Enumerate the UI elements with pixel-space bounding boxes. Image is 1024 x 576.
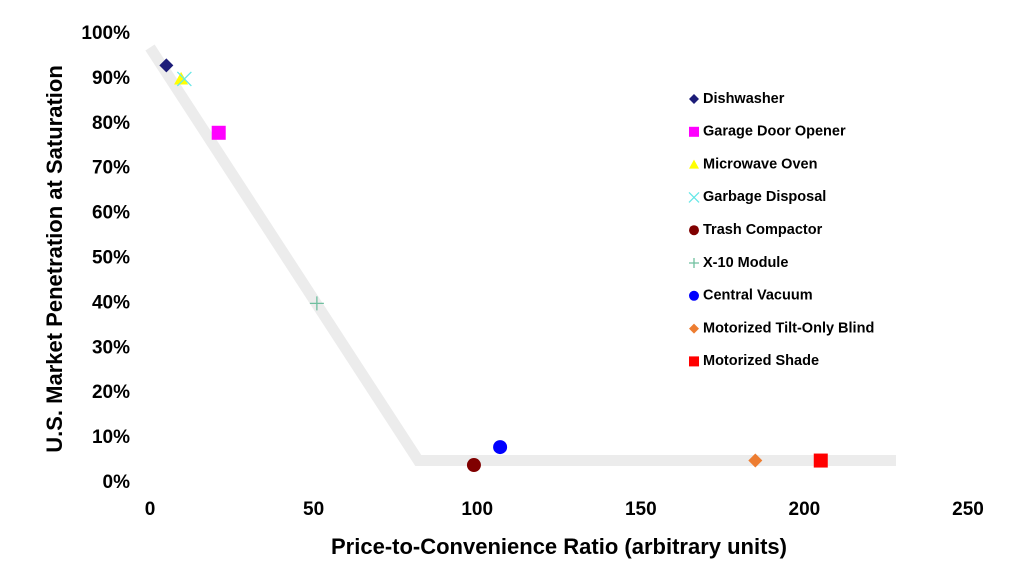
y-tick-label: 70% <box>92 158 130 179</box>
marker <box>748 453 763 468</box>
legend-label: Motorized Tilt-Only Blind <box>703 320 874 336</box>
legend-marker <box>689 258 699 268</box>
legend-marker <box>689 94 699 104</box>
legend-label: X-10 Module <box>703 255 788 271</box>
y-tick-label: 40% <box>92 292 130 313</box>
y-axis-title: U.S. Market Penetration at Saturation <box>42 65 67 453</box>
x-tick-label: 100 <box>461 499 493 520</box>
x-tick-label: 150 <box>625 499 657 520</box>
marker <box>176 71 192 87</box>
legend-label: Dishwasher <box>703 91 785 107</box>
y-tick-label: 0% <box>103 472 131 493</box>
y-tick-label: 80% <box>92 113 130 134</box>
y-tick-label: 20% <box>92 382 130 403</box>
legend-marker <box>689 159 699 169</box>
legend-label: Garbage Disposal <box>703 189 826 205</box>
legend-label: Central Vacuum <box>703 288 813 304</box>
y-tick-label: 60% <box>92 203 130 224</box>
marker <box>813 453 828 468</box>
y-tick-label: 10% <box>92 427 130 448</box>
trend-line <box>145 44 897 467</box>
x-axis-title: Price-to-Convenience Ratio (arbitrary un… <box>331 534 787 559</box>
legend-label: Trash Compactor <box>703 222 823 238</box>
legend-label: Motorized Shade <box>703 353 819 369</box>
marker <box>159 58 174 73</box>
x-tick-label: 0 <box>145 499 156 520</box>
y-tick-label: 90% <box>92 68 130 89</box>
legend-marker <box>689 356 699 367</box>
marker <box>211 125 226 140</box>
y-tick-label: 100% <box>81 23 130 44</box>
legend-marker <box>689 290 699 301</box>
marker <box>493 440 508 455</box>
marker <box>174 71 189 85</box>
y-tick-label: 30% <box>92 337 130 358</box>
x-tick-label: 50 <box>303 499 324 520</box>
y-tick-label: 50% <box>92 248 130 269</box>
legend-marker <box>689 126 699 137</box>
marker <box>309 296 324 311</box>
legend-marker <box>689 323 699 334</box>
x-tick-label: 200 <box>789 499 821 520</box>
legend-label: Garage Door Opener <box>703 124 846 140</box>
legend-label: Microwave Oven <box>703 156 817 172</box>
x-tick-label: 250 <box>952 499 984 520</box>
legend-marker <box>689 225 699 236</box>
legend-marker <box>688 191 700 203</box>
marker <box>466 458 481 473</box>
